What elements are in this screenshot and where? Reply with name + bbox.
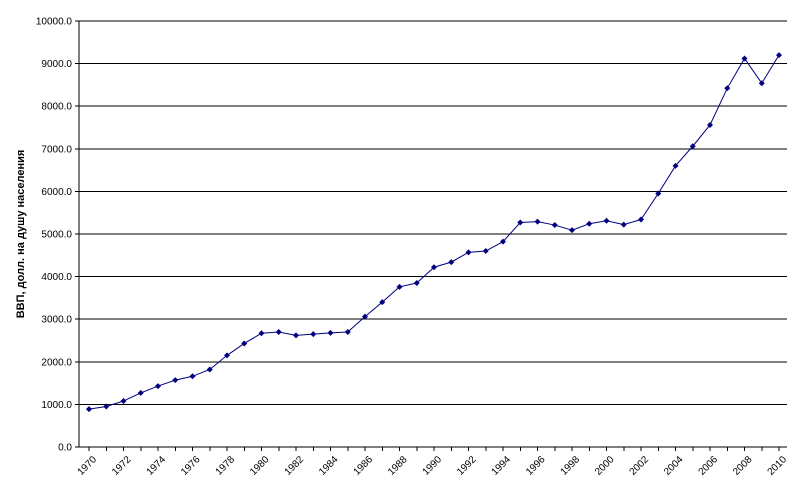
y-tick-label: 8000.0 (41, 102, 72, 113)
data-series (86, 52, 782, 413)
x-tick-label: 1986 (352, 454, 376, 478)
data-point (465, 249, 472, 256)
x-tick-label: 2002 (628, 454, 652, 478)
x-tick-label: 1972 (110, 454, 134, 478)
grid-lines (79, 20, 787, 405)
data-point (379, 299, 386, 306)
x-tick-label: 2010 (766, 454, 790, 478)
y-tick-label: 3000.0 (41, 315, 72, 326)
x-tick-labels: 1970 1972 1974 1976 1978 1980 1982 1984 1986 1988… (76, 454, 790, 478)
x-tick-label: 1994 (490, 454, 514, 478)
data-point (396, 283, 403, 290)
y-tick-label: 4000.0 (41, 272, 72, 283)
data-point (517, 219, 524, 226)
data-point (672, 162, 679, 169)
data-point (534, 218, 541, 225)
x-tick-label: 1978 (214, 454, 238, 478)
data-point (638, 216, 644, 223)
x-tick-label: 1974 (145, 454, 169, 478)
x-tick-label: 1980 (248, 454, 272, 478)
data-point (689, 143, 696, 150)
x-tick-label: 2006 (697, 454, 721, 478)
x-tick-label: 1990 (421, 454, 445, 478)
data-point (551, 222, 558, 229)
x-tick-label: 1982 (283, 454, 307, 478)
data-point (293, 332, 299, 339)
y-tick-label: 10000.0 (36, 17, 73, 28)
data-point (189, 373, 196, 380)
data-point (172, 377, 179, 384)
data-point (155, 383, 161, 390)
y-tick-label: 7000.0 (41, 144, 72, 155)
data-point (206, 366, 213, 373)
data-point (275, 328, 282, 335)
data-point (258, 330, 265, 337)
data-point (431, 264, 437, 271)
y-tick-label: 6000.0 (41, 187, 72, 198)
x-tick-label: 1998 (559, 454, 583, 478)
x-tick-label: 1996 (524, 454, 548, 478)
data-point (776, 52, 782, 59)
data-point (327, 329, 334, 336)
x-tick-label: 1984 (317, 454, 341, 478)
data-point (344, 328, 351, 335)
x-tick-label: 2008 (731, 454, 755, 478)
x-tick-label: 1970 (76, 454, 100, 478)
data-point (620, 221, 627, 228)
x-tick-label: 1992 (455, 454, 479, 478)
data-point (310, 331, 317, 338)
y-axis-title: ВВП, долл. на душу населения (15, 150, 27, 319)
data-point (655, 190, 662, 197)
x-tick-label: 2004 (662, 454, 686, 478)
data-point (362, 313, 368, 320)
data-point (86, 406, 92, 413)
y-tick-label: 9000.0 (41, 59, 72, 70)
y-tick-label: 0.0 (58, 443, 72, 454)
series-line (88, 54, 780, 410)
x-tick-label: 1988 (386, 454, 410, 478)
data-point (120, 397, 127, 404)
data-point (482, 248, 489, 255)
data-point (724, 85, 731, 92)
data-point (137, 389, 144, 396)
data-point (500, 238, 506, 245)
x-tick-label: 1976 (179, 454, 203, 478)
data-point (741, 55, 748, 62)
axes (75, 20, 787, 451)
data-point (586, 220, 593, 227)
data-point (569, 227, 575, 234)
x-tick-label: 2000 (593, 454, 617, 478)
y-tick-labels: 0.0 1000.0 2000.0 3000.0 4000.0 5000.0 6000.0 7… (36, 17, 73, 454)
data-point (603, 217, 610, 224)
y-tick-label: 1000.0 (41, 400, 72, 411)
data-point (103, 403, 110, 410)
data-point (707, 121, 713, 128)
data-point (224, 352, 230, 359)
data-point (758, 80, 765, 87)
data-point (241, 340, 248, 347)
data-point (413, 279, 420, 286)
data-point (448, 259, 455, 266)
y-tick-label: 2000.0 (41, 357, 72, 368)
y-tick-label: 5000.0 (41, 230, 72, 241)
